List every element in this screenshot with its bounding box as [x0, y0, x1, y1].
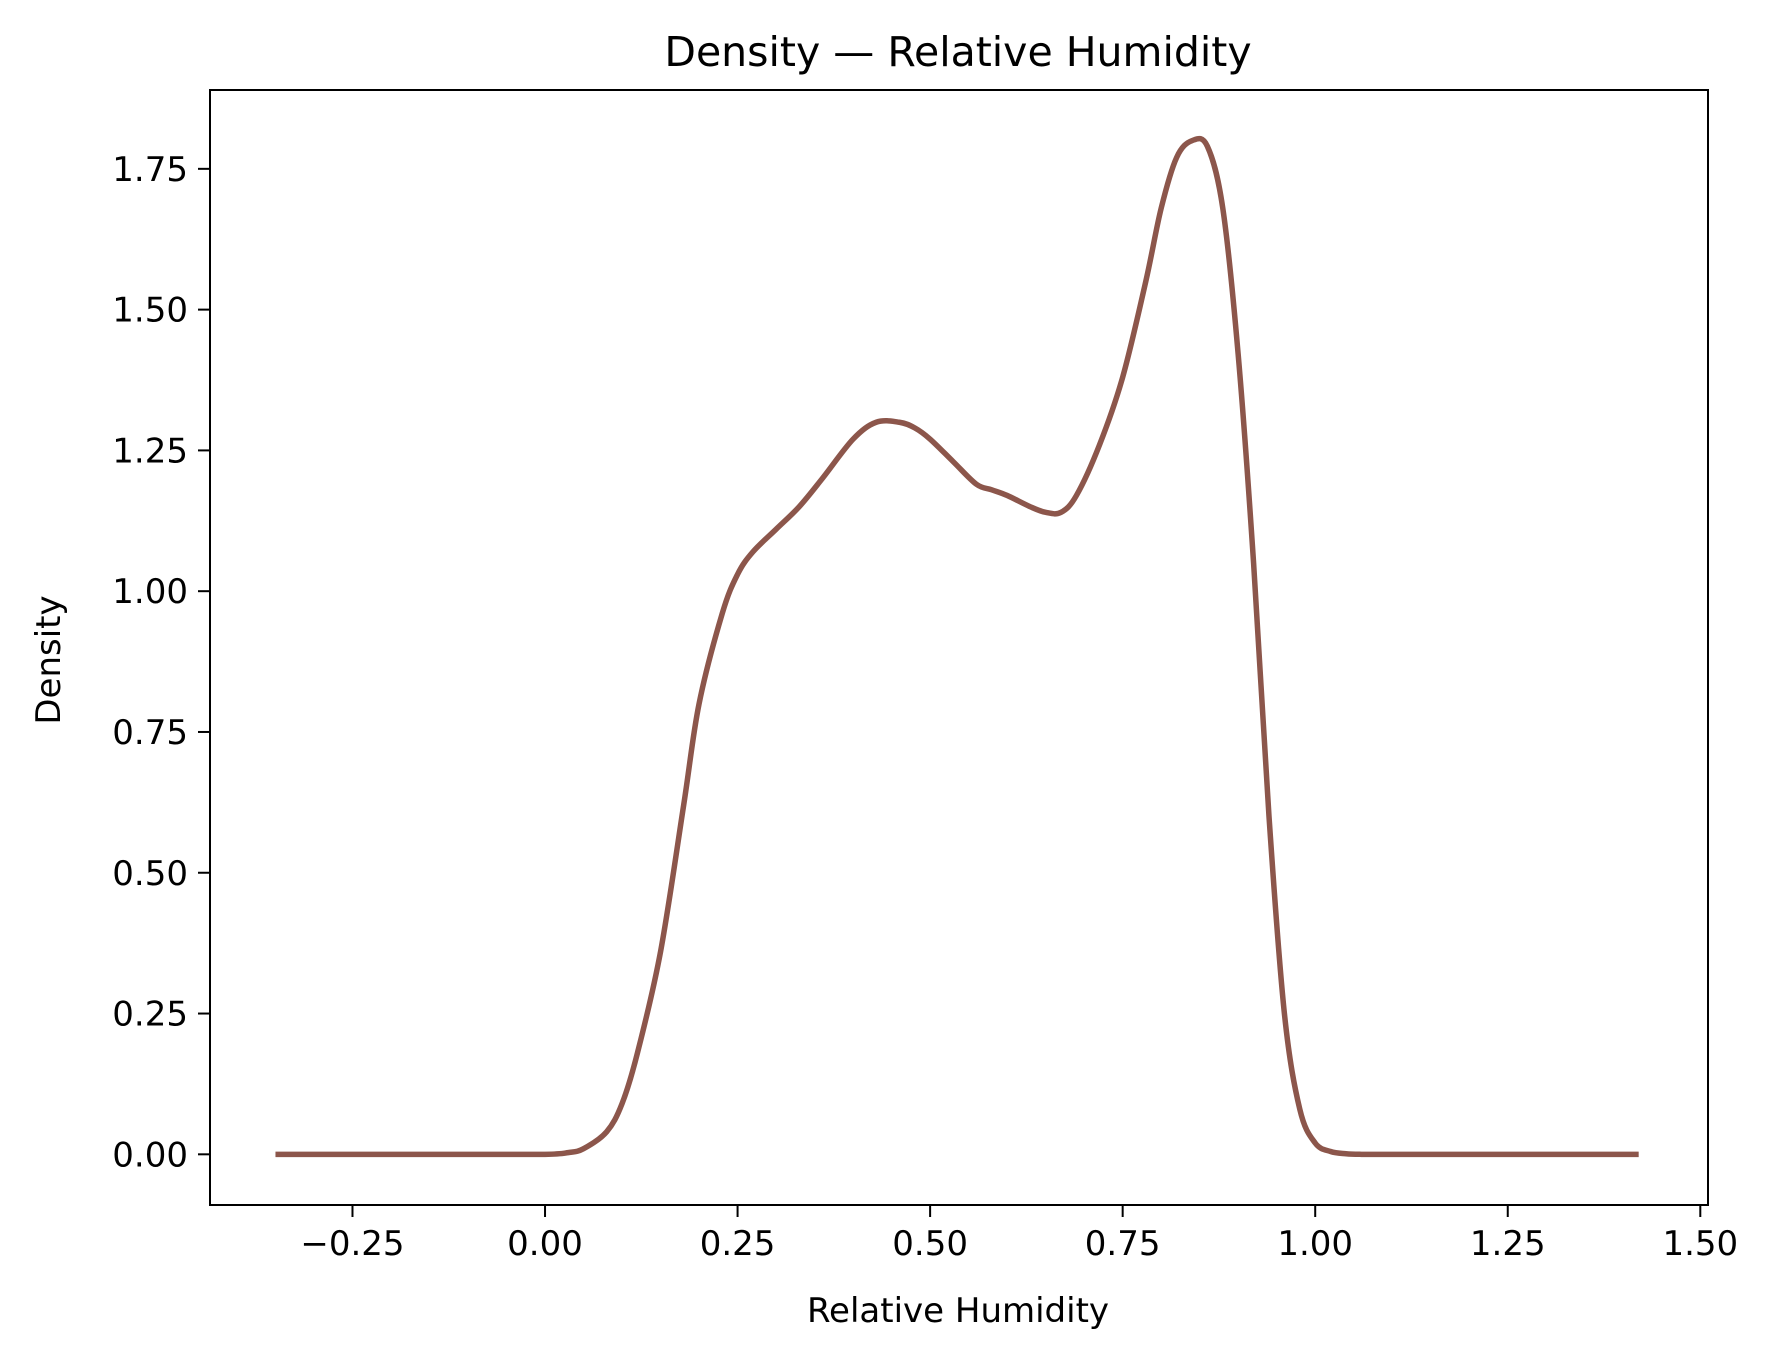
y-tick-label: 0.25: [112, 995, 188, 1035]
x-tick-label: 0.50: [892, 1224, 968, 1264]
y-tick-label: 0.00: [112, 1135, 188, 1175]
plot-area: [209, 89, 1709, 1206]
y-tick-label: 0.75: [112, 713, 188, 753]
x-tick-label: 1.00: [1277, 1224, 1353, 1264]
x-tick-label: −0.25: [300, 1224, 404, 1264]
plot-frame: [209, 89, 1709, 1206]
x-tick-label: 1.25: [1470, 1224, 1546, 1264]
density-line-series-0: [275, 135, 1639, 1158]
x-axis: −0.25 0.00 0.25 0.50 0.75 1.00 1.25 1.50: [300, 1205, 1738, 1264]
x-tick-label: 0.75: [1085, 1224, 1161, 1264]
x-tick-label: 0.00: [507, 1224, 583, 1264]
y-tick-label: 1.75: [112, 150, 188, 190]
x-axis-label: Relative Humidity: [807, 1291, 1109, 1331]
y-tick-label: 0.50: [112, 854, 188, 894]
chart-title: Density — Relative Humidity: [664, 28, 1251, 76]
y-tick-label: 1.25: [112, 431, 188, 471]
y-axis: 0.00 0.25 0.50 0.75 1.00 1.25 1.50 1.75: [112, 150, 210, 1175]
y-tick-label: 1.00: [112, 572, 188, 612]
y-axis-label: Density: [29, 595, 69, 724]
x-tick-label: 1.50: [1662, 1224, 1738, 1264]
x-tick-label: 0.25: [700, 1224, 776, 1264]
y-tick-label: 1.50: [112, 291, 188, 331]
